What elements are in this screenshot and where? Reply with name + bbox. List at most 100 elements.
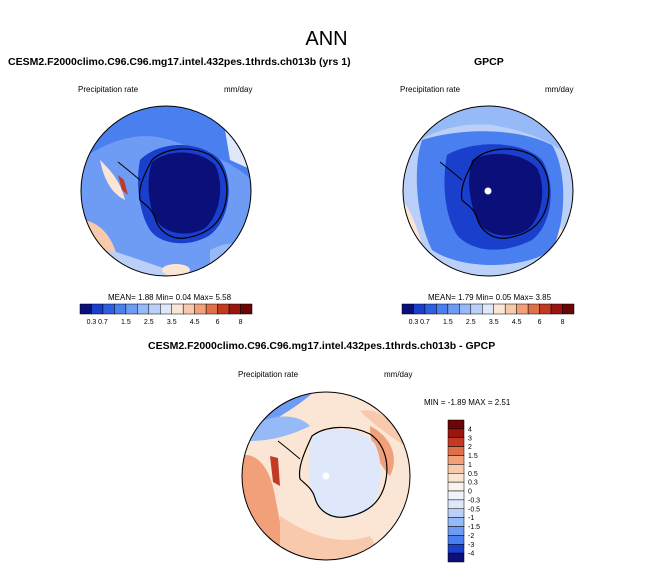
panel3-pole-missing-data [322, 472, 330, 480]
panel3-colorbar-tick-label: -0.5 [468, 506, 480, 513]
panel1-peninsula-coastline [117, 161, 141, 181]
panel1-colorbar-swatch [217, 303, 230, 315]
panel3-colorbar-swatch [447, 437, 465, 447]
panel3-colorbar-tick-label: 3 [468, 435, 472, 442]
panel1-colorbar-tick-label: 0.7 [98, 319, 108, 326]
panel3-field-peninsula-max [270, 456, 280, 486]
panel2-colorbar-tick-label: 0.3 [409, 319, 419, 326]
panel1-colorbar: 0.3 0.7 1.5 2.5 3.5 4.5 6 8 [79, 303, 253, 326]
panel3-colorbar-tick-label: 0.5 [468, 471, 478, 478]
panel1-colorbar-swatch [91, 303, 104, 315]
panel2-max-label: Max= [513, 293, 534, 302]
panel3-map [241, 391, 411, 561]
panel1-colorbar-tick-label: 3.5 [167, 319, 177, 326]
panel3-units-label: mm/day [384, 370, 413, 379]
panel3-colorbar: 4 3 2 1.5 1 0.5 0.3 0-0.3 -0.5 -1 -1.5 -2 -3 -4 [447, 419, 480, 563]
panel3-coastline [298, 426, 388, 518]
panel3-max-label: MAX = [468, 398, 493, 407]
panel3-colorbar-tick-label: 4 [468, 426, 472, 433]
panel2-colorbar-swatch [539, 303, 552, 315]
panel3-colorbar-swatch [447, 455, 465, 465]
panel3-colorbar-tick-label: -1 [468, 515, 474, 522]
panel2-colorbar-swatch [424, 303, 437, 315]
panel2-max-value: 3.85 [535, 293, 552, 302]
panel3-stats: MIN = -1.89 MAX = 2.51 [424, 398, 510, 407]
panel2-colorbar-tick-label: 8 [561, 319, 565, 326]
panel3-colorbar-swatch [447, 535, 465, 545]
panel3-colorbar-swatch [447, 481, 465, 492]
panel1-colorbar-tick-label: 2.5 [144, 319, 154, 326]
panel1-colorbar-tick-label: 8 [239, 319, 243, 326]
panel2-colorbar-swatch [504, 303, 517, 315]
panel3-colorbar-tick-label: 1.5 [468, 453, 478, 460]
panel1-max-value: 5.58 [215, 293, 232, 302]
panel1-colorbar-swatch [160, 303, 172, 315]
panel1-field-peninsula-max [118, 175, 128, 195]
panel2-pole-missing-data [484, 187, 492, 195]
panel1-min-value: 0.04 [175, 293, 192, 302]
panel2-colorbar-tick-label: 6 [538, 319, 542, 326]
panel1-colorbar-swatch [205, 303, 218, 315]
panel3-min-label: MIN = [424, 398, 446, 407]
panel1-colorbar-swatch [171, 303, 184, 315]
panel2-colorbar-tick-label: 1.5 [443, 319, 453, 326]
panel1-field-antarctic-interior [148, 152, 221, 234]
panel1-mean-label: MEAN= [108, 293, 136, 302]
panel3-colorbar-swatch [447, 499, 465, 509]
panel2-field-antarctic-interior [469, 153, 543, 236]
panel2-title: GPCP [474, 56, 504, 68]
panel1-stats: MEAN= 1.88 Min= 0.04 Max= 5.58 [108, 293, 231, 302]
panel3-map-border [241, 391, 411, 561]
panel3-peninsula-coastline [277, 440, 301, 460]
panel3-variable-label: Precipitation rate [238, 370, 299, 379]
panel1-colorbar-swatch [114, 303, 127, 315]
panel3-colorbar-swatch [447, 508, 465, 518]
panel2-mean-label: MEAN= [428, 293, 456, 302]
panel3-colorbar-tick-label: 0 [468, 489, 472, 496]
panel1-units-label: mm/day [224, 85, 253, 94]
panel1-field-peninsula-band [100, 160, 125, 200]
panel1-colorbar-tick-label: 1.5 [121, 319, 131, 326]
panel3-colorbar-tick-label: -3 [468, 542, 474, 549]
panel1-colorbar-swatch [79, 303, 92, 315]
panel2-colorbar: 0.3 0.7 1.5 2.5 3.5 4.5 6 8 [401, 303, 575, 326]
panel1-colorbar-tick-label: 4.5 [190, 319, 200, 326]
panel1-title: CESM2.F2000climo.C96.C96.mg17.intel.432p… [8, 56, 351, 68]
panel3-colorbar-tick-label: -4 [468, 551, 474, 558]
panel1-colorbar-swatch [194, 303, 207, 315]
panel1-field-spot-south [162, 264, 190, 276]
panel1-colorbar-swatch [240, 303, 253, 315]
panel3-min-value: -1.89 [447, 398, 467, 407]
panel1-colorbar-tick-label: 6 [216, 319, 220, 326]
panel3-colorbar-tick-label: -2 [468, 533, 474, 540]
panel1-colorbar-swatch [137, 303, 150, 315]
panel3-colorbar-tick-label: -1.5 [468, 524, 480, 531]
panel3-colorbar-tick-label: 0.3 [468, 480, 478, 487]
panel1-colorbar-swatch [148, 303, 161, 315]
panel2-colorbar-swatch [413, 303, 426, 315]
panel2-colorbar-tick-label: 3.5 [489, 319, 499, 326]
panel1-map-border [80, 105, 252, 277]
panel1-coastline [138, 148, 228, 239]
panel2-min-value: 0.05 [495, 293, 512, 302]
panel3-colorbar-swatch [447, 419, 465, 430]
panel3-colorbar-tick-label: -0.3 [468, 497, 480, 504]
panel2-colorbar-swatch [493, 303, 506, 315]
panel3-field-antarctic-interior [308, 429, 381, 519]
panel1-variable-label: Precipitation rate [78, 85, 139, 94]
panel1-colorbar-swatch [102, 303, 115, 315]
panel1-map [80, 105, 252, 277]
panel2-colorbar-swatch [401, 303, 414, 315]
panel1-field-southeast [210, 243, 251, 276]
panel3-max-value: 2.51 [494, 398, 511, 407]
panel2-colorbar-tick-label: 2.5 [466, 319, 476, 326]
panel2-min-label: Min= [475, 293, 494, 302]
panel3-colorbar-swatch [447, 490, 465, 501]
panel2-stats: MEAN= 1.79 Min= 0.05 Max= 3.85 [428, 293, 551, 302]
panel1-mean-value: 1.88 [138, 293, 154, 302]
panel3-colorbar-swatch [447, 526, 465, 536]
panel2-peninsula-coastline [439, 161, 463, 181]
panel1-colorbar-swatch [182, 303, 195, 315]
panel1-max-label: Max= [193, 293, 214, 302]
panel2-map-border [402, 105, 574, 277]
